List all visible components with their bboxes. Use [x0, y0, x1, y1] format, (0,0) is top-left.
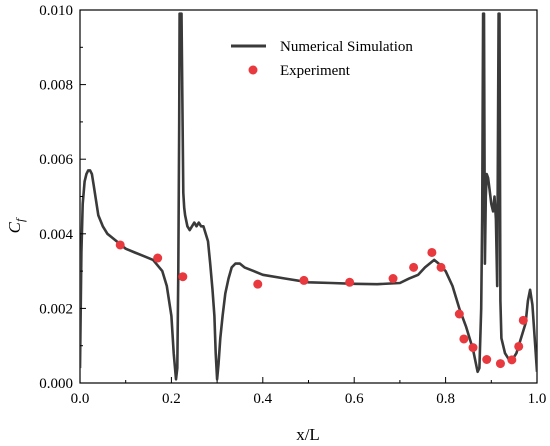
x-tick-label: 0.0 [71, 391, 90, 407]
y-tick-label: 0.006 [39, 152, 73, 168]
series-line-numerical-simulation [80, 12, 537, 381]
experiment-point [153, 253, 163, 263]
x-tick-label: 0.2 [162, 391, 181, 407]
experiment-point [459, 334, 469, 344]
y-axis-title-main: C [5, 221, 24, 233]
experiment-point [507, 355, 517, 365]
y-tick-label: 0.004 [39, 227, 73, 243]
legend: Numerical Simulation Experiment [231, 39, 413, 79]
y-tick-label: 0.008 [39, 78, 73, 94]
experiment-point [436, 262, 446, 272]
experiment-point [178, 272, 188, 282]
experiment-point [253, 279, 263, 289]
experiment-point [115, 240, 125, 250]
y-tick-label: 0.002 [39, 301, 73, 317]
ticks: 0.0 0.2 0.4 0.6 0.8 1.0 0.000 0.002 0.004 0.006 0.… [39, 3, 546, 407]
experiment-point [518, 315, 528, 325]
experiment-point [299, 275, 309, 285]
experiment-point [482, 355, 492, 365]
experiment-point [345, 277, 355, 287]
experiment-point [427, 247, 437, 257]
legend-label-experiment: Experiment [280, 63, 351, 79]
experiment-point [514, 341, 524, 351]
experiment-point [388, 274, 398, 284]
x-tick-label: 0.4 [253, 391, 272, 407]
experiment-point [409, 262, 419, 272]
experiment-point [495, 359, 505, 369]
x-tick-label: 1.0 [528, 391, 547, 407]
legend-dot-swatch [248, 65, 258, 75]
y-tick-label: 0.000 [39, 376, 73, 392]
y-axis-title: Cf [5, 217, 27, 233]
x-axis-title: x/L [296, 425, 320, 444]
x-tick-label: 0.6 [345, 391, 364, 407]
legend-label-simulation: Numerical Simulation [280, 39, 413, 55]
y-tick-label: 0.010 [39, 3, 73, 19]
experiment-point [454, 309, 464, 319]
y-axis-title-sub: f [13, 217, 27, 222]
plot-area [80, 12, 537, 381]
experiment-point [468, 343, 478, 353]
x-tick-label: 0.8 [436, 391, 455, 407]
